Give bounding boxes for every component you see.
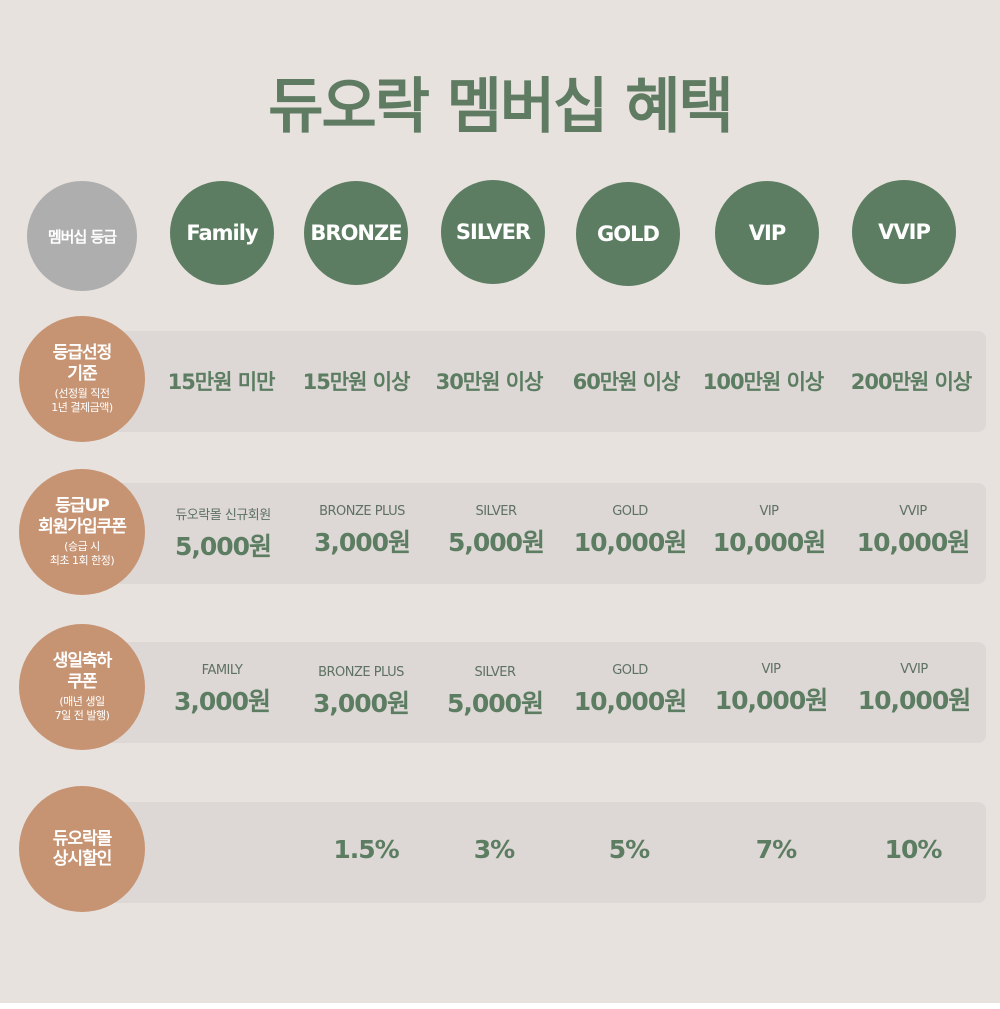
birthday-row-label: 생일축하 쿠폰 (매년 생일 7일 전 발행) — [19, 624, 145, 750]
upgrade-cell-amount: 10,000원 — [712, 528, 826, 557]
birthday-cell-amount: 5,000원 — [446, 689, 544, 718]
criteria-value-vip: 100만원 이상 — [702, 370, 824, 394]
birthday-cell-vip: VIP 10,000원 — [696, 662, 846, 717]
birthday-cell-amount: 3,000원 — [173, 687, 271, 716]
upgrade-cell-silver: SILVER 5,000원 — [421, 504, 571, 559]
birthday-label-main: 생일축하 쿠폰 — [52, 651, 113, 692]
page-title: 듀오락 멤버십 혜택 — [268, 72, 733, 142]
discount-row-band — [90, 802, 986, 903]
discount-label-main: 듀오락몰 상시할인 — [52, 828, 113, 869]
upgrade-cell-amount: 10,000원 — [856, 528, 970, 557]
birthday-cell-amount: 10,000원 — [714, 686, 828, 715]
upgrade-row-label: 등급UP 회원가입쿠폰 (승급 시 최초 1회 한정) — [19, 469, 145, 595]
criteria-value-bronze: 15만원 이상 — [302, 370, 411, 394]
criteria-value-family: 15만원 미만 — [167, 370, 276, 394]
upgrade-cell-amount: 10,000원 — [573, 528, 687, 557]
criteria-value-vvip: 200만원 이상 — [850, 370, 972, 394]
discount-value-gold: 5% — [608, 835, 650, 864]
bottom-divider — [0, 1003, 1000, 1009]
criteria-value-gold: 60만원 이상 — [572, 370, 681, 394]
discount-value-vvip: 10% — [884, 835, 943, 864]
upgrade-label-main: 등급UP 회원가입쿠폰 — [38, 496, 127, 537]
birthday-cell-family: FAMILY 3,000원 — [147, 663, 297, 718]
discount-row-label: 듀오락몰 상시할인 — [19, 786, 145, 912]
birthday-row-band — [90, 642, 986, 743]
birthday-cell-name: FAMILY — [201, 663, 243, 678]
birthday-cell-name: SILVER — [474, 665, 516, 680]
birthday-label-sub: (매년 생일 7일 전 발행) — [54, 695, 110, 722]
birthday-cell-gold: GOLD 10,000원 — [555, 663, 705, 718]
discount-value-vip: 7% — [755, 835, 797, 864]
upgrade-cell-name: BRONZE PLUS — [319, 504, 405, 519]
upgrade-cell-name: VVIP — [899, 504, 927, 519]
upgrade-cell-name: 듀오락몰 신규회원 — [175, 508, 271, 523]
upgrade-row-band — [90, 483, 986, 584]
criteria-label-main: 등급선정 기준 — [52, 343, 113, 384]
upgrade-cell-vvip: VVIP 10,000원 — [838, 504, 988, 559]
grade-vip-badge: VIP — [715, 181, 819, 285]
birthday-cell-amount: 10,000원 — [857, 686, 971, 715]
criteria-row-label: 등급선정 기준 (선정월 직전 1년 결제금액) — [19, 316, 145, 442]
grade-family-badge: Family — [170, 181, 274, 285]
birthday-cell-name: VVIP — [900, 662, 928, 677]
upgrade-cell-name: SILVER — [475, 504, 517, 519]
birthday-cell-amount: 3,000원 — [312, 689, 410, 718]
birthday-cell-name: GOLD — [612, 663, 648, 678]
upgrade-cell-name: GOLD — [612, 504, 648, 519]
upgrade-cell-amount: 3,000원 — [313, 528, 411, 557]
grade-bronze-badge: BRONZE — [304, 181, 408, 285]
grade-vvip-badge: VVIP — [852, 180, 956, 284]
upgrade-cell-name: VIP — [759, 504, 779, 519]
criteria-label-sub: (선정월 직전 1년 결제금액) — [51, 387, 113, 414]
upgrade-cell-amount: 5,000원 — [447, 528, 545, 557]
discount-value-bronze: 1.5% — [333, 835, 399, 864]
birthday-cell-amount: 10,000원 — [573, 687, 687, 716]
discount-value-silver: 3% — [473, 835, 515, 864]
birthday-cell-bronze: BRONZE PLUS 3,000원 — [286, 665, 436, 720]
upgrade-cell-amount: 5,000원 — [174, 532, 272, 561]
grade-header-badge: 멤버십 등급 — [27, 181, 137, 291]
criteria-row-band — [90, 331, 986, 432]
birthday-cell-name: BRONZE PLUS — [318, 665, 404, 680]
upgrade-label-sub: (승급 시 최초 1회 한정) — [49, 540, 115, 567]
grade-silver-badge: SILVER — [441, 180, 545, 284]
birthday-cell-name: VIP — [761, 662, 781, 677]
upgrade-cell-family: 듀오락몰 신규회원 5,000원 — [148, 504, 298, 563]
birthday-cell-vvip: VVIP 10,000원 — [839, 662, 989, 717]
birthday-cell-silver: SILVER 5,000원 — [420, 665, 570, 720]
criteria-value-silver: 30만원 이상 — [435, 370, 544, 394]
upgrade-cell-gold: GOLD 10,000원 — [555, 504, 705, 559]
grade-gold-badge: GOLD — [576, 182, 680, 286]
upgrade-cell-vip: VIP 10,000원 — [694, 504, 844, 559]
upgrade-cell-bronze: BRONZE PLUS 3,000원 — [287, 504, 437, 559]
